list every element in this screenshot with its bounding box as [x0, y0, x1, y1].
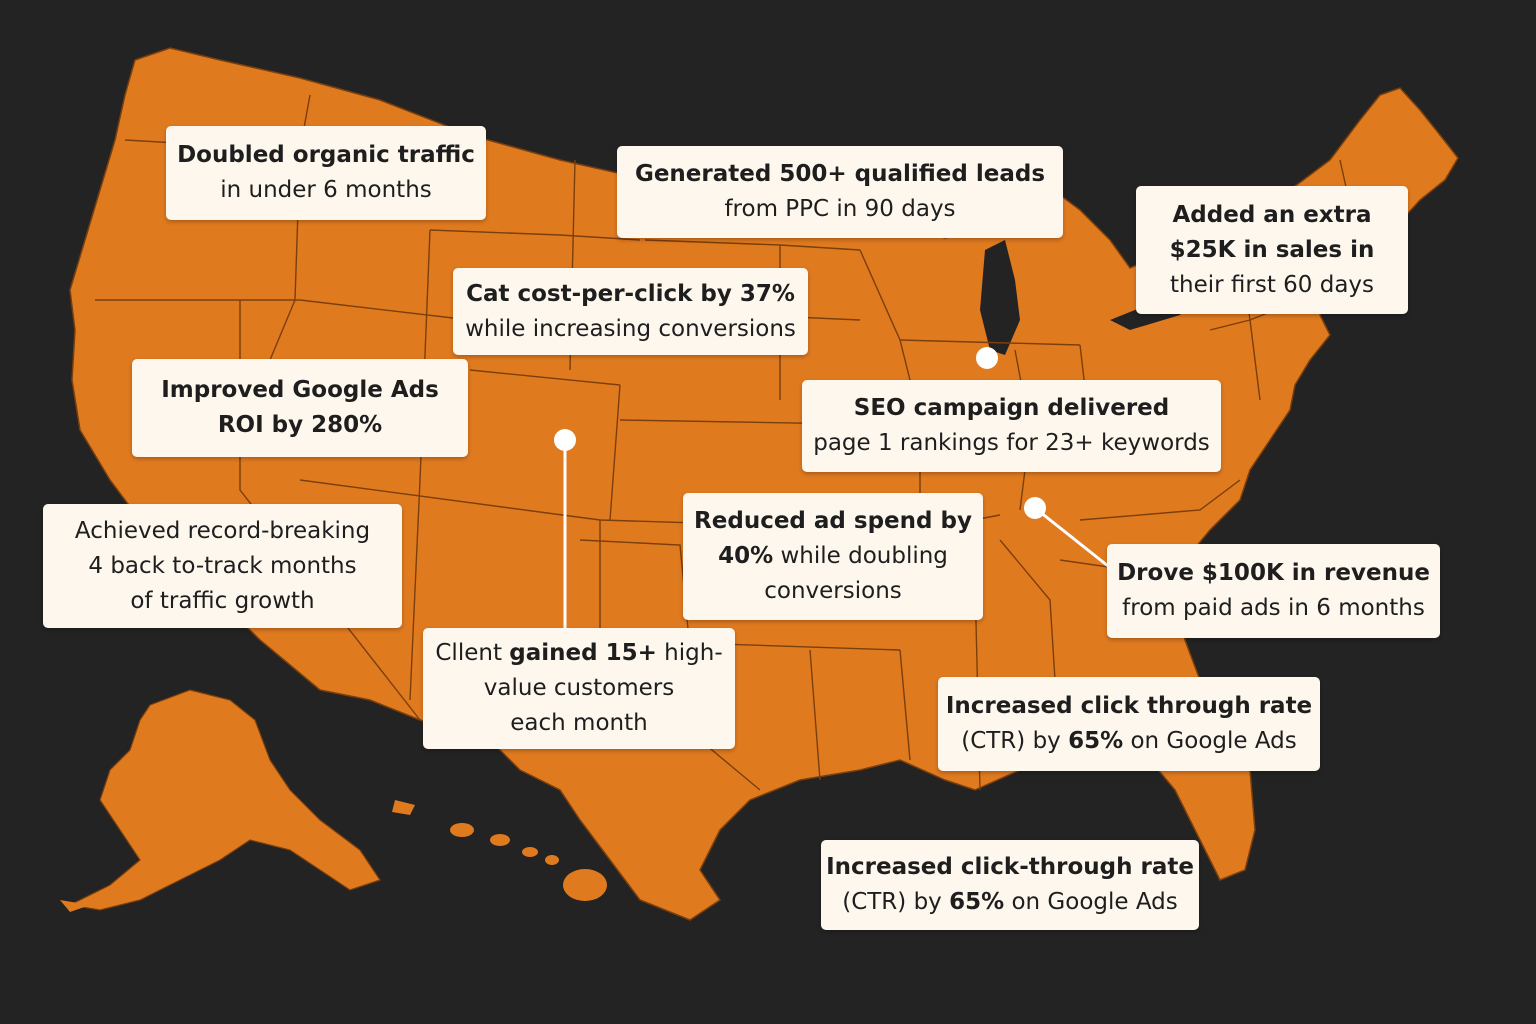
callout-ctr-2: Increased click-through rate (CTR) by 65…: [821, 840, 1199, 930]
callout-text: (CTR) by 65% on Google Ads: [961, 724, 1297, 759]
callout-text: (CTR) by 65% on Google Ads: [842, 885, 1178, 920]
location-marker-icon: [554, 429, 576, 451]
callout-text-part: while doubling: [773, 543, 948, 569]
callout-ctr-1: Increased click through rate (CTR) by 65…: [938, 677, 1320, 771]
callout-text: value customers: [483, 675, 675, 701]
callout-seo-campaign: SEO campaign delivered page 1 rankings f…: [802, 380, 1221, 472]
callout-text: conversions: [764, 578, 902, 604]
callout-text: in under 6 months: [220, 177, 432, 203]
callout-heading: Drove $100K in revenue: [1117, 560, 1430, 586]
connector-line: [1034, 506, 1109, 568]
callout-heading: Cat cost-per-click by 37%: [466, 280, 795, 307]
callout-heading: $25K in sales in: [1169, 236, 1375, 263]
callout-reduced-spend: Reduced ad spend by 40% while doubling c…: [683, 493, 983, 620]
callout-heading: Generated 500+ qualified leads: [634, 161, 1046, 187]
callout-highlight: 65%: [949, 889, 1005, 915]
callout-heading: Improved Google Ads: [161, 377, 439, 403]
callout-heading: Reduced ad spend by: [694, 508, 972, 534]
callout-heading: Doubled organic traffic: [177, 142, 475, 168]
callout-qualified-leads: Generated 500+ qualified leads from PPC …: [617, 146, 1063, 238]
callout-text: Cllent gained 15+ high-: [435, 636, 722, 671]
callout-text: from paid ads in 6 months: [1122, 595, 1425, 621]
alaska-shape: [68, 689, 381, 911]
callout-extra-sales: Added an extra $25K in sales in their fi…: [1136, 186, 1408, 314]
callout-client-gained: Cllent gained 15+ high- value customers …: [423, 628, 735, 749]
callout-cost-per-click: Cat cost-per-click by 37% while increasi…: [453, 268, 808, 355]
callout-text: Achieved record-breaking: [74, 517, 371, 544]
callout-revenue: Drove $100K in revenue from paid ads in …: [1107, 544, 1440, 638]
location-marker-icon: [976, 347, 998, 369]
callout-record-breaking: Achieved record-breaking 4 back to-track…: [43, 504, 402, 628]
callout-text-part: high-: [656, 640, 723, 666]
hawaii-islands: [450, 823, 607, 901]
callout-heading: Increased click-through rate: [826, 854, 1194, 880]
location-marker-icon: [1024, 497, 1046, 519]
callout-heading: Increased click through rate: [945, 693, 1313, 719]
callout-text: each month: [510, 710, 648, 736]
callout-text: from PPC in 90 days: [724, 196, 956, 222]
callout-text-part: (CTR) by: [842, 889, 950, 915]
callout-doubled-traffic: Doubled organic traffic in under 6 month…: [166, 126, 486, 220]
callout-text-part: on Google Ads: [1123, 728, 1297, 754]
callout-text-part: on Google Ads: [1004, 889, 1178, 915]
callout-text: page 1 rankings for 23+ keywords: [813, 430, 1210, 456]
callout-highlight: gained 15+: [509, 640, 657, 666]
callout-heading: ROI by 280%: [217, 412, 383, 438]
callout-heading: Added an extra: [1172, 201, 1372, 228]
callout-text: their first 60 days: [1169, 271, 1375, 298]
lake-michigan: [980, 240, 1020, 355]
callout-highlight: 65%: [1068, 728, 1124, 754]
callout-text: 4 back to-track months: [88, 552, 357, 579]
callout-text: 40% while doubling: [718, 539, 948, 574]
callout-heading: SEO campaign delivered: [853, 395, 1170, 421]
callout-highlight: 40%: [718, 543, 774, 569]
callout-text-part: (CTR) by: [961, 728, 1069, 754]
callout-google-ads-roi: Improved Google Ads ROI by 280%: [132, 359, 468, 457]
callout-text: while increasing conversions: [465, 315, 796, 342]
callout-text-part: Cllent: [435, 640, 510, 666]
callout-text: of traffic growth: [130, 587, 315, 614]
